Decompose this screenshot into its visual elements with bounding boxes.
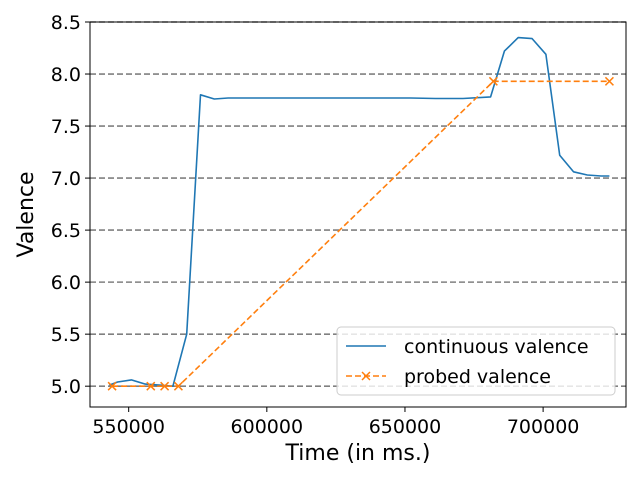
axis-ticks: 5.0 5.5 6.0 6.5 7.0 7.5 8.0 8.5 550000 600000 6500… <box>51 12 580 438</box>
series-line-probed-valence <box>112 80 610 388</box>
data-point-probed-valence <box>107 381 117 391</box>
y-tick-label: 8.0 <box>51 64 81 86</box>
legend-box <box>336 326 616 396</box>
y-tick-label: 7.0 <box>51 168 81 190</box>
x-tick-label: 650000 <box>369 416 442 438</box>
data-point-probed-valence <box>160 381 170 391</box>
y-tick-label: 5.5 <box>51 324 81 346</box>
y-tick-label: 6.5 <box>51 220 81 242</box>
x-tick-label: 700000 <box>507 416 580 438</box>
data-point-probed-valence <box>173 381 183 391</box>
y-tick-label: 6.0 <box>51 272 81 294</box>
x-axis-label: Time (in ms.) <box>285 441 431 466</box>
data-point-probed-valence <box>488 76 498 86</box>
data-point-probed-valence <box>146 381 156 391</box>
x-tick-label: 550000 <box>92 416 165 438</box>
series-line-continuous-valence <box>109 36 610 388</box>
legend-label-probed-valence: probed valence <box>404 366 551 388</box>
y-tick-label: 7.5 <box>51 116 81 138</box>
y-axis-label: Valence <box>14 171 39 257</box>
legend-label-continuous-valence: continuous valence <box>404 336 589 358</box>
legend-marker-probed-valence <box>361 371 371 381</box>
y-tick-label: 8.5 <box>51 12 81 34</box>
legend: continuous valence probed valence <box>336 326 616 396</box>
data-point-probed-valence <box>604 76 614 86</box>
y-tick-label: 5.0 <box>51 376 81 398</box>
legend-x-marker <box>361 371 371 381</box>
plot-frame <box>89 21 627 408</box>
x-tick-label: 600000 <box>231 416 304 438</box>
series-lines <box>107 36 614 391</box>
